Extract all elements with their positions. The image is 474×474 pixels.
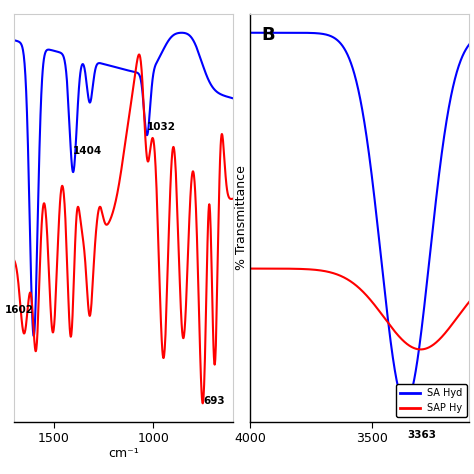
SAP Hy [437,337,442,342]
SAP Hy [412,346,418,351]
Text: B: B [262,27,275,45]
Line: SAP Hy: SAP Hy [250,269,469,349]
Text: 693: 693 [204,396,225,406]
SA Hyd [247,30,253,36]
SA Hyd [272,30,277,36]
SAP Hy [247,266,253,272]
Text: 3363: 3363 [408,430,437,440]
X-axis label: cm⁻¹: cm⁻¹ [108,447,139,460]
Line: SA Hyd: SA Hyd [250,33,469,403]
SA Hyd [437,167,442,173]
Text: 1404: 1404 [73,146,102,156]
Y-axis label: % Transmittance: % Transmittance [235,165,248,271]
SA Hyd [404,400,410,406]
SAP Hy [466,299,472,305]
SAP Hy [403,340,409,346]
SAP Hy [272,266,277,272]
SA Hyd [466,42,472,47]
SAP Hy [305,266,310,272]
SA Hyd [305,30,310,36]
SA Hyd [413,370,419,375]
SA Hyd [341,45,347,51]
Legend: SA Hyd, SAP Hy: SA Hyd, SAP Hy [396,384,466,417]
Text: 1032: 1032 [147,122,176,132]
SAP Hy [418,346,423,352]
SAP Hy [341,274,347,280]
SA Hyd [402,401,408,406]
Text: 1602: 1602 [5,305,34,315]
